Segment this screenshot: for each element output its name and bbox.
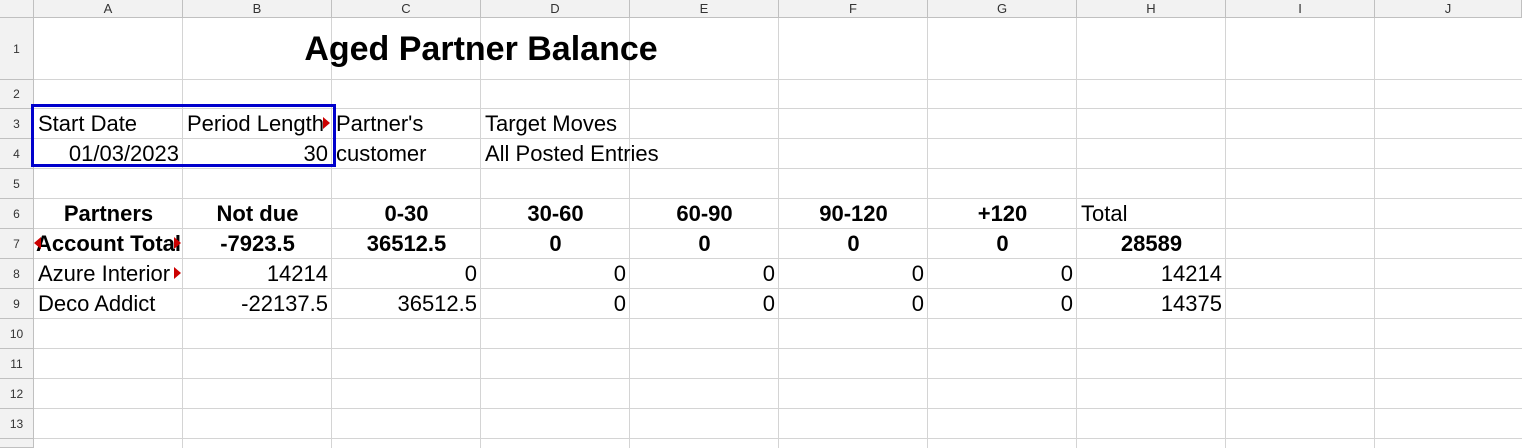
account-total-120-plus[interactable]: 0 (996, 231, 1009, 256)
column-header-d[interactable]: D (481, 0, 630, 18)
row-header-14[interactable] (0, 439, 34, 448)
partner-30-60-cell[interactable]: 0 (613, 291, 626, 316)
partner-total-cell[interactable]: 14375 (1160, 291, 1222, 316)
account-total-0-30[interactable]: 36512.5 (366, 231, 447, 256)
partners-value[interactable]: customer (336, 141, 427, 166)
row-header-10[interactable]: 10 (0, 319, 34, 349)
column-header-a[interactable]: A (34, 0, 183, 18)
column-header-f[interactable]: F (779, 0, 928, 18)
column-header-b[interactable]: B (183, 0, 332, 18)
header-0-30[interactable]: 0-30 (384, 201, 429, 226)
header-partners[interactable]: Partners (63, 201, 154, 226)
account-total-total[interactable]: 28589 (1120, 231, 1183, 256)
cell-grid (34, 18, 1522, 448)
period-length-value[interactable]: 30 (303, 141, 328, 166)
target-moves-value[interactable]: All Posted Entries (485, 141, 659, 166)
header-90-120[interactable]: 90-120 (819, 201, 888, 226)
column-header-j[interactable]: J (1375, 0, 1522, 18)
start-date-label[interactable]: Start Date (38, 111, 138, 136)
row-header-12[interactable]: 12 (0, 379, 34, 409)
partner-name-cell[interactable]: Azure Interior (38, 261, 171, 286)
column-header-h[interactable]: H (1077, 0, 1226, 18)
select-all-corner[interactable] (0, 0, 34, 18)
partner-90-120-cell[interactable]: 0 (911, 291, 924, 316)
period-length-label[interactable]: Period Length (187, 111, 324, 136)
text-overflow-marker-left (34, 237, 41, 249)
partner-0-30-cell[interactable]: 0 (464, 261, 477, 286)
account-total-60-90[interactable]: 0 (698, 231, 711, 256)
partner-60-90-cell[interactable]: 0 (762, 261, 775, 286)
column-header-i[interactable]: I (1226, 0, 1375, 18)
partners-label[interactable]: Partner's (336, 111, 424, 136)
row-header-6[interactable]: 6 (0, 199, 34, 229)
account-total-30-60[interactable]: 0 (549, 231, 562, 256)
report-title[interactable]: Aged Partner Balance (304, 29, 658, 68)
header-60-90[interactable]: 60-90 (676, 201, 733, 226)
partner-total-cell[interactable]: 14214 (1160, 261, 1222, 286)
header-30-60[interactable]: 30-60 (527, 201, 584, 226)
column-header-e[interactable]: E (630, 0, 779, 18)
partner-not-due-cell[interactable]: -22137.5 (241, 291, 328, 316)
account-total-label[interactable]: Account Total (35, 231, 182, 256)
row-header-7[interactable]: 7 (0, 229, 34, 259)
header-not-due[interactable]: Not due (216, 201, 299, 226)
row-header-11[interactable]: 11 (0, 349, 34, 379)
partner-30-60-cell[interactable]: 0 (613, 261, 626, 286)
column-header-c[interactable]: C (332, 0, 481, 18)
partner-120-plus-cell[interactable]: 0 (1060, 261, 1073, 286)
row-header-9[interactable]: 9 (0, 289, 34, 319)
row-header-4[interactable]: 4 (0, 139, 34, 169)
row-header-1[interactable]: 1 (0, 18, 34, 80)
row-header-2[interactable]: 2 (0, 80, 34, 109)
start-date-value[interactable]: 01/03/2023 (68, 141, 179, 166)
row-header-8[interactable]: 8 (0, 259, 34, 289)
header-120-plus[interactable]: +120 (977, 201, 1028, 226)
row-header-13[interactable]: 13 (0, 409, 34, 439)
row-header-5[interactable]: 5 (0, 169, 34, 199)
target-moves-label[interactable]: Target Moves (485, 111, 618, 136)
partner-120-plus-cell[interactable]: 0 (1060, 291, 1073, 316)
text-overflow-marker (323, 117, 330, 129)
partner-not-due-cell[interactable]: 14214 (266, 261, 328, 286)
text-overflow-marker (174, 267, 181, 279)
account-total-not-due[interactable]: -7923.5 (220, 231, 295, 256)
partner-name-cell[interactable]: Deco Addict (38, 291, 156, 316)
partner-90-120-cell[interactable]: 0 (911, 261, 924, 286)
column-header-g[interactable]: G (928, 0, 1077, 18)
account-total-90-120[interactable]: 0 (847, 231, 860, 256)
partner-60-90-cell[interactable]: 0 (762, 291, 775, 316)
text-overflow-marker-right (174, 237, 181, 249)
partner-0-30-cell[interactable]: 36512.5 (397, 291, 477, 316)
header-total[interactable]: Total (1081, 201, 1128, 226)
row-header-3[interactable]: 3 (0, 109, 34, 139)
